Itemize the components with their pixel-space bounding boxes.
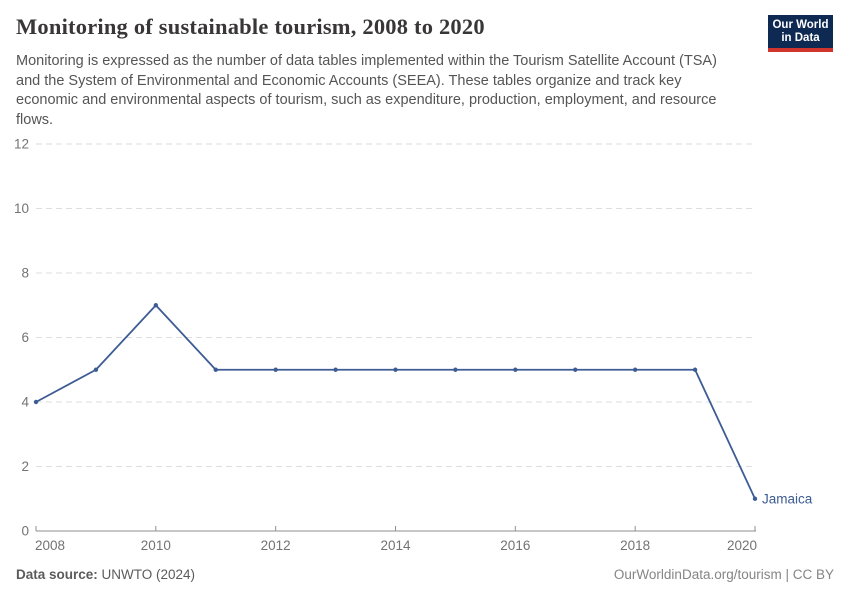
data-source: Data source: UNWTO (2024): [16, 567, 195, 582]
owid-logo-line1: Our World: [772, 18, 829, 31]
subtitle-line: Monitoring is expressed as the number of…: [16, 53, 717, 69]
subtitle-line: economic and environmental aspects of to…: [16, 92, 717, 108]
y-tick-label: 10: [14, 201, 29, 216]
data-source-label: Data source:: [16, 567, 98, 582]
data-source-value: UNWTO (2024): [97, 567, 196, 582]
data-point: [573, 367, 578, 372]
data-point: [752, 496, 758, 501]
data-point: [453, 367, 458, 372]
series-end-label: Jamaica: [762, 491, 813, 506]
owid-logo: Our World in Data: [768, 15, 833, 52]
y-tick-label: 8: [21, 266, 29, 281]
data-point: [153, 303, 159, 308]
y-tick-label: 2: [21, 459, 29, 474]
data-point: [632, 367, 638, 372]
y-tick-label: 6: [21, 330, 29, 345]
data-point: [692, 367, 698, 372]
data-point: [333, 367, 338, 372]
data-point: [213, 367, 218, 372]
owid-logo-line2: in Data: [781, 31, 820, 44]
chart-footer: Data source: UNWTO (2024) OurWorldinData…: [16, 567, 834, 582]
data-point: [93, 367, 99, 372]
x-tick-label: 2012: [261, 538, 291, 553]
subtitle-line: flows.: [16, 111, 54, 128]
data-point: [393, 367, 398, 372]
page-title: Monitoring of sustainable tourism, 2008 …: [16, 14, 485, 39]
subtitle-line: and the System of Environmental and Econ…: [16, 72, 682, 89]
y-tick-label: 0: [21, 524, 29, 539]
data-point: [513, 367, 518, 372]
x-tick-label: 2008: [35, 538, 65, 553]
data-point: [33, 399, 39, 405]
x-tick-label: 2018: [620, 538, 650, 553]
data-point: [273, 367, 278, 372]
x-tick-label: 2010: [141, 538, 171, 553]
y-tick-label: 4: [21, 395, 29, 410]
y-tick-label: 12: [14, 137, 29, 152]
x-tick-label: 2020: [727, 538, 757, 553]
chart-subtitle: Monitoring is expressed as the number of…: [16, 52, 761, 130]
x-tick-label: 2016: [500, 538, 530, 553]
x-tick-label: 2014: [380, 538, 411, 553]
credit-link[interactable]: OurWorldinData.org/tourism | CC BY: [613, 567, 834, 582]
